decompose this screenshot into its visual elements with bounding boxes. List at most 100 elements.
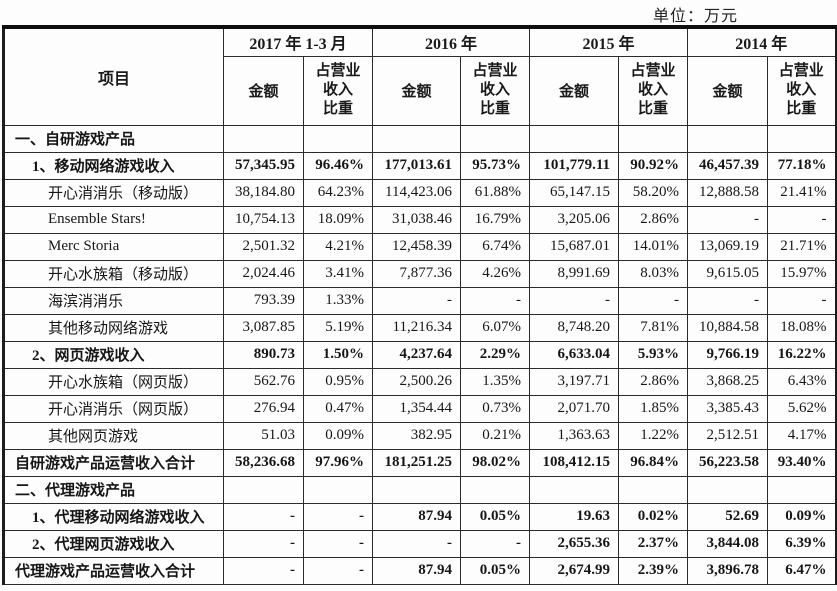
table-row: Merc Storia 2,501.32 4.21% 12,458.39 6.74% 15… — [3, 232, 837, 261]
row-label: 1、移动网络游戏收入 — [3, 151, 224, 180]
period-header-2017: 2017 年 1-3 月 — [223, 26, 373, 57]
amount-cell: 181,251.25 — [372, 448, 461, 477]
table-row: 代理游戏产品运营收入合计 - -87.94 0.05% 2,674.99 2.39% 3,8… — [3, 556, 837, 585]
amount-cell: 3,896.78 — [687, 556, 769, 585]
amount-cell: 9,615.05 — [687, 259, 769, 288]
amount-cell: 10,754.13 — [223, 205, 304, 234]
ratio-cell: 0.05% — [459, 556, 531, 585]
row-label: 其他移动网络游戏 — [3, 313, 224, 342]
ratio-cell: 97.96% — [303, 448, 373, 477]
amount-header: 金额 — [687, 55, 769, 126]
amount-cell: 7,877.36 — [372, 259, 461, 288]
row-label: Merc Storia — [3, 232, 224, 261]
ratio-cell: 0.02% — [618, 502, 689, 531]
period-header-2016: 2016 年 — [371, 26, 531, 57]
amount-cell: 108,412.15 — [529, 448, 620, 477]
ratio-cell: 21.71% — [767, 232, 837, 261]
table-row: 2、网页游戏收入 890.73 1.50% 4,237.64 2.29% 6,633.04… — [3, 340, 837, 369]
amount-cell: 52.69 — [687, 502, 769, 531]
row-label: 自研游戏产品运营收入合计 — [3, 448, 224, 477]
ratio-cell: 1.22% — [618, 421, 689, 450]
amount-cell: 2,501.32 — [223, 232, 304, 261]
ratio-cell: 16.22% — [767, 340, 837, 369]
amount-cell: 793.39 — [223, 286, 304, 315]
row-label: 其他网页游戏 — [3, 421, 224, 450]
amount-cell: 12,458.39 — [372, 232, 461, 261]
amount-cell: 56,223.58 — [687, 448, 769, 477]
ratio-cell: 93.40% — [767, 448, 837, 477]
row-label: 开心消消乐（网页版） — [3, 394, 224, 423]
ratio-cell: 6.07% — [459, 313, 531, 342]
amount-cell: 3,868.25 — [687, 367, 769, 396]
ratio-cell: 2.39% — [618, 556, 689, 585]
row-label: 开心消消乐（移动版） — [3, 178, 224, 207]
amount-cell: 65,147.15 — [529, 178, 620, 207]
table-row: 其他移动网络游戏 3,087.85 5.19% 11,216.34 6.07% 8,748… — [3, 313, 837, 342]
amount-cell: 114,423.06 — [372, 178, 461, 207]
table-body: 一、自研游戏产品 1、移动网络游戏收入 57,345.95 96.46% 177,013… — [3, 124, 837, 585]
amount-cell: 101,779.11 — [529, 151, 620, 180]
ratio-cell: 58.20% — [618, 178, 689, 207]
amount-cell: - — [372, 286, 461, 315]
ratio-cell: 0.21% — [459, 421, 531, 450]
period-header-2014: 2014 年 — [687, 26, 837, 57]
ratio-cell: - — [303, 502, 373, 531]
amount-cell: - — [687, 205, 769, 234]
ratio-header: 占营业 收入 比重 — [767, 55, 837, 126]
amount-cell: 2,512.51 — [687, 421, 769, 450]
amount-cell: 3,385.43 — [687, 394, 769, 423]
ratio-cell: - — [767, 286, 837, 315]
amount-cell: 1,363.63 — [529, 421, 620, 450]
row-label: 1、代理移动网络游戏收入 — [3, 502, 224, 531]
period-header-row: 项目 2017 年 1-3 月 2016 年 2015 年 2014 年 — [3, 26, 837, 126]
amount-cell: 3,087.85 — [223, 313, 304, 342]
amount-cell: 11,216.34 — [372, 313, 461, 342]
table-row: 开心消消乐（网页版） 276.94 0.47% 1,354.44 0.73% 2,071.… — [3, 394, 837, 423]
ratio-cell: 0.95% — [303, 367, 373, 396]
ratio-cell — [767, 124, 837, 153]
amount-cell — [372, 475, 461, 504]
amount-cell: - — [223, 529, 304, 558]
table-row: 1、代理移动网络游戏收入 - -87.94 0.05% 19.63 0.02% 52.69 0… — [3, 502, 837, 531]
ratio-cell — [618, 124, 689, 153]
amount-cell: 10,884.58 — [687, 313, 769, 342]
row-label: 开心水族箱（移动版） — [3, 259, 224, 288]
amount-cell: 177,013.61 — [372, 151, 461, 180]
row-label: 2、网页游戏收入 — [3, 340, 224, 369]
amount-cell: - — [687, 286, 769, 315]
amount-cell: - — [223, 556, 304, 585]
ratio-cell: 95.73% — [459, 151, 531, 180]
ratio-header: 占营业 收入 比重 — [618, 55, 689, 126]
amount-header: 金额 — [529, 55, 620, 126]
ratio-cell: - — [303, 529, 373, 558]
ratio-cell: 96.84% — [618, 448, 689, 477]
ratio-cell: - — [459, 529, 531, 558]
table-row: 1、移动网络游戏收入 57,345.95 96.46% 177,013.61 95.73… — [3, 151, 837, 180]
table-row: Ensemble Stars! 10,754.13 18.09% 31,038.46 1… — [3, 205, 837, 234]
period-header-2015: 2015 年 — [529, 26, 689, 57]
table-row: 海滨消消乐 793.39 1.33% - - - - - - — [3, 286, 837, 315]
amount-cell: 58,236.68 — [223, 448, 304, 477]
ratio-cell: 4.26% — [459, 259, 531, 288]
ratio-cell: 77.18% — [767, 151, 837, 180]
amount-cell: - — [223, 502, 304, 531]
table-row: 二、代理游戏产品 — [3, 475, 837, 504]
amount-cell: 57,345.95 — [223, 151, 304, 180]
ratio-cell: 1.35% — [459, 367, 531, 396]
amount-cell — [687, 124, 769, 153]
amount-header: 金额 — [372, 55, 461, 126]
ratio-cell: 6.47% — [767, 556, 837, 585]
amount-cell: 2,655.36 — [529, 529, 620, 558]
amount-cell: 13,069.19 — [687, 232, 769, 261]
row-label: 开心水族箱（网页版） — [3, 367, 224, 396]
ratio-cell: 18.09% — [303, 205, 373, 234]
row-label: Ensemble Stars! — [3, 205, 224, 234]
ratio-cell — [303, 475, 373, 504]
amount-header: 金额 — [223, 55, 304, 126]
row-label: 一、自研游戏产品 — [3, 124, 224, 153]
amount-cell: 87.94 — [372, 502, 461, 531]
amount-cell — [687, 475, 769, 504]
ratio-cell: - — [459, 286, 531, 315]
ratio-cell: 18.08% — [767, 313, 837, 342]
